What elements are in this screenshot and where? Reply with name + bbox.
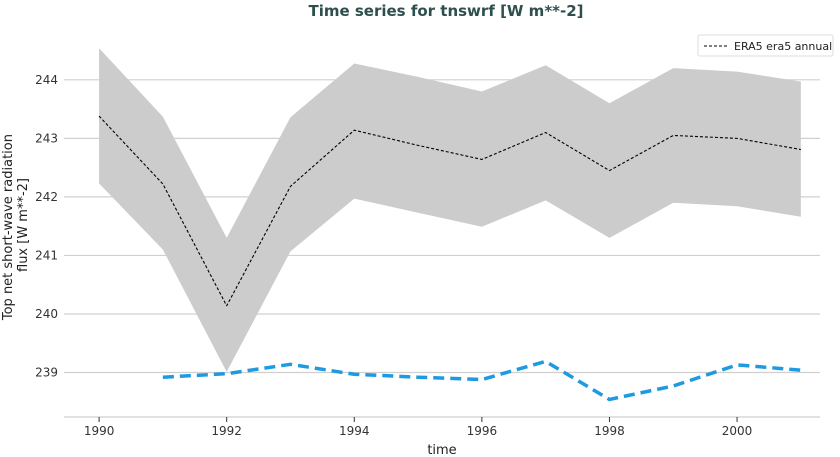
series-line-1 [162,359,802,402]
lines-layer [98,115,802,402]
y-axis-label-line-1: Top net short-wave radiation [1,134,16,321]
x-tick-label-1992: 1992 [211,424,242,438]
y-tick-label-239: 239 [35,366,58,380]
x-axis-label: time [427,443,456,457]
x-ticks: 1990 1992 1994 1996 1998 2000 [84,417,753,438]
y-axis-label-line-2: flux [W m**-2] [16,178,31,272]
uncertainty-band [99,48,801,372]
y-tick-label-243: 243 [35,131,58,145]
x-tick-label-1998: 1998 [594,424,625,438]
y-tick-label-240: 240 [35,307,58,321]
y-tick-label-242: 242 [35,190,58,204]
legend: ERA5 era5 annual [697,34,834,57]
chart-title: Time series for tnswrf [W m**-2] [308,2,583,20]
y-axis-label: Top net short-wave radiation flux [W m**… [1,130,31,321]
band-layer [99,48,801,372]
x-tick-label-2000: 2000 [722,424,753,438]
series-line-0 [98,115,801,307]
y-tick-label-241: 241 [35,248,58,262]
x-tick-label-1994: 1994 [339,424,370,438]
y-tick-label-244: 244 [35,73,58,87]
legend-label: ERA5 era5 annual [734,40,832,53]
x-tick-label-1990: 1990 [84,424,115,438]
x-tick-label-1996: 1996 [467,424,498,438]
y-ticks: 239 240 241 242 243 244 [35,73,58,380]
legend-box [697,34,834,57]
